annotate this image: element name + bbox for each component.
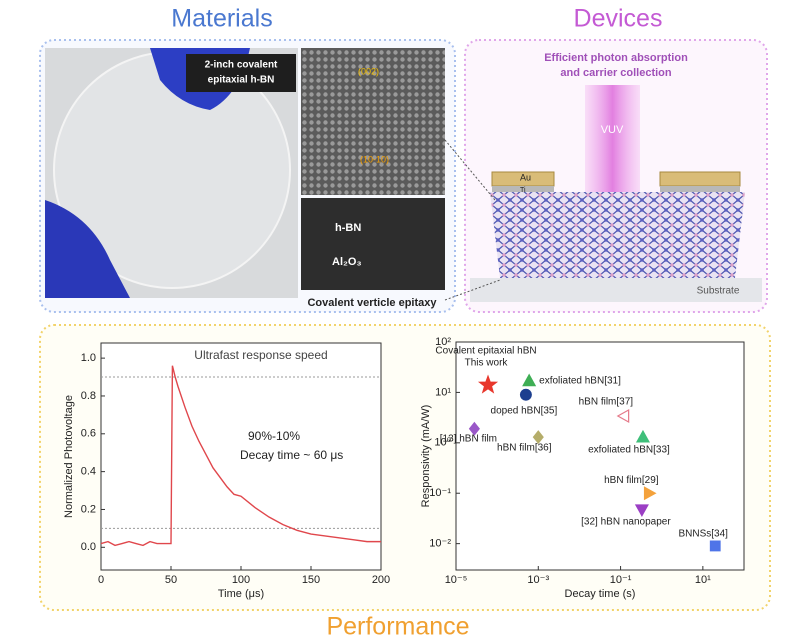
electrode-label: Au <box>520 172 531 182</box>
glove <box>45 200 130 298</box>
x-tick-label: 10⁻³ <box>527 574 549 586</box>
x-tick-label: 10⁻¹ <box>610 574 632 586</box>
y-axis-label: Responsivity (mA/W) <box>420 405 432 508</box>
y-tick-label: 0.8 <box>81 390 96 402</box>
connector <box>444 139 501 301</box>
point-label: hBN film[29] <box>604 475 659 486</box>
data-point <box>634 504 649 517</box>
x-axis-label: Time (μs) <box>218 588 264 600</box>
y-tick-label: 0.6 <box>81 428 96 440</box>
tem-image <box>301 198 445 290</box>
subtitle: and carrier collection <box>560 67 672 79</box>
electrode <box>492 186 554 192</box>
chart-title: Ultrafast response speed <box>194 348 327 362</box>
y-tick-label: 10⁻¹ <box>429 487 451 499</box>
data-point <box>635 429 650 443</box>
wafer-label: epitaxial h-BN <box>208 75 275 86</box>
data-point <box>477 374 499 394</box>
point-label: doped hBN[35] <box>491 405 558 416</box>
label-box <box>186 54 296 92</box>
plot-frame <box>455 341 745 571</box>
data-point <box>519 388 532 401</box>
beam-label: VUV <box>601 124 624 136</box>
wafer-label: 2-inch covalent <box>205 60 278 71</box>
electrode <box>659 171 741 187</box>
data-point <box>522 373 537 387</box>
y-tick-label: 10¹ <box>435 386 451 398</box>
data-point <box>532 430 544 445</box>
x-tick-label: 50 <box>165 574 177 586</box>
x-tick-label: 0 <box>98 574 104 586</box>
y-tick-label: 0.2 <box>81 503 96 515</box>
y-tick-label: 1.0 <box>81 352 96 364</box>
x-tick-label: 200 <box>372 574 390 586</box>
point-label: hBN film[36] <box>497 443 552 454</box>
lattice <box>490 192 745 278</box>
tem-label: (10-10) <box>360 154 389 164</box>
electrode-label: Ti <box>520 187 526 194</box>
plot-frame <box>100 342 382 571</box>
point-label: This work <box>465 358 509 369</box>
data-point <box>643 486 657 501</box>
y-tick-label: 0.0 <box>81 541 96 553</box>
x-tick-label: 100 <box>232 574 250 586</box>
x-tick-label: 150 <box>302 574 320 586</box>
substrate-label: Substrate <box>697 286 740 297</box>
annotation: Covalent epitaxial hBN <box>435 346 536 357</box>
point-label: hBN film[37] <box>579 397 634 408</box>
point-label: BNNSs[34] <box>679 529 729 540</box>
data-line <box>100 365 381 547</box>
panel-title: Devices <box>574 5 663 33</box>
y-tick-label: 10⁻² <box>429 538 451 550</box>
x-axis-label: Decay time (s) <box>565 588 636 600</box>
data-point <box>616 409 630 424</box>
tem-image <box>301 48 445 195</box>
y-axis-label: Normalized Photovoltage <box>63 395 75 518</box>
y-tick-label: 10⁰ <box>434 437 451 449</box>
y-tick-label: 10² <box>435 336 451 348</box>
point-label: [32] hBN nanopaper <box>581 516 671 527</box>
point-label: [13] hBN film <box>440 433 497 444</box>
point-label: exfoliated hBN[31] <box>539 375 621 386</box>
x-tick-label: 10⁻⁵ <box>445 574 468 586</box>
electrode <box>660 186 740 192</box>
annotation: Decay time ~ 60 μs <box>240 448 343 462</box>
point-label: exfoliated hBN[33] <box>588 445 670 456</box>
annotation: 90%-10% <box>248 429 300 443</box>
subtitle: Efficient photon absorption <box>544 52 688 64</box>
panel-title: Performance <box>326 613 469 641</box>
panel-title: Materials <box>171 5 272 33</box>
data-point <box>468 421 480 436</box>
tem-label: (002) <box>358 66 379 76</box>
y-tick-label: 0.4 <box>81 466 96 478</box>
caption: Covalent verticle epitaxy <box>307 297 437 309</box>
data-point <box>709 540 721 552</box>
substrate <box>470 278 762 302</box>
layer-label: h-BN <box>335 222 361 234</box>
layer-label: Al₂O₃ <box>332 256 362 268</box>
x-tick-label: 10¹ <box>695 574 711 586</box>
